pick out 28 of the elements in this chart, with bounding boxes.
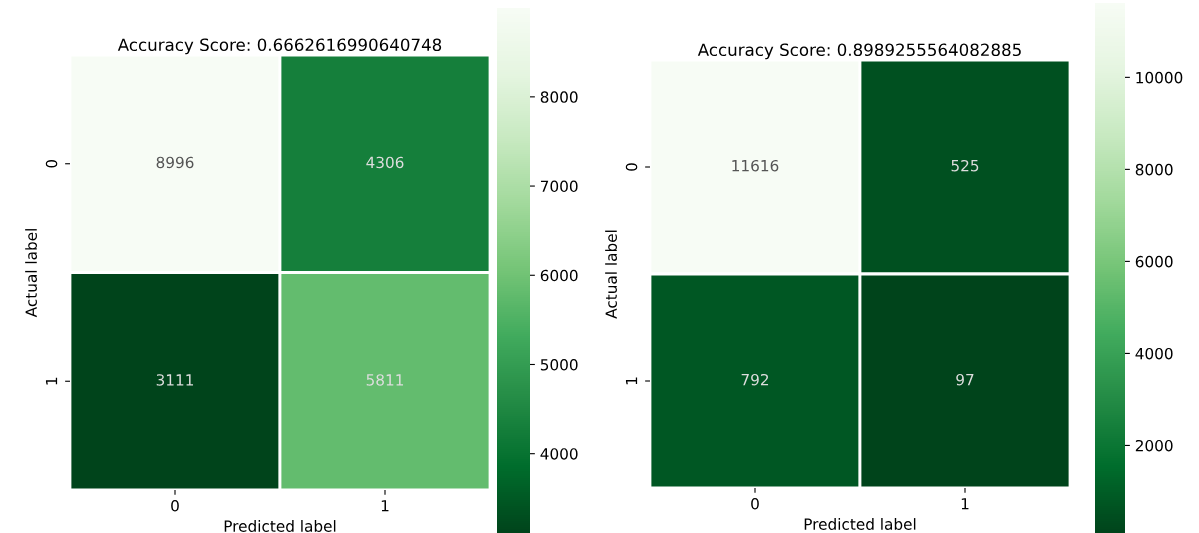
data-label: 3111 (156, 374, 194, 386)
data-label: 8996 (156, 156, 194, 169)
x-tick-label: 0 (171, 499, 179, 512)
color-bar-label: 5000 (540, 358, 578, 371)
y-axis-title: Actual label (605, 230, 617, 319)
color-bar-label: 4000 (540, 448, 578, 460)
color-bar-label: 4000 (1135, 347, 1173, 360)
color-bar-label: 6000 (1135, 255, 1173, 268)
x-axis-title: Predicted label (224, 520, 336, 532)
data-label: 4306 (366, 156, 404, 169)
data-label: 5811 (366, 374, 404, 386)
color-bar-label: 8000 (1135, 163, 1173, 176)
x-tick-label: 1 (381, 500, 389, 512)
x-axis-title: Predicted label (804, 518, 916, 530)
color-bar-label: 7000 (540, 180, 578, 193)
y-axis-title: Actual label (25, 229, 37, 318)
data-label: 97 (956, 373, 974, 386)
x-tick-label: 1 (961, 498, 969, 510)
color-bar-label: 6000 (540, 269, 578, 282)
x-tick-label: 0 (751, 497, 759, 510)
data-label: 11616 (732, 159, 779, 172)
color-bar-label: 10000 (1136, 71, 1183, 84)
data-label: 792 (741, 373, 769, 386)
chart-title: Accuracy Score: 0.8989255564082885 (697, 43, 1021, 60)
data-label: 525 (951, 159, 979, 172)
color-bar-label: 8000 (540, 91, 578, 103)
color-bar-label: 2000 (1135, 439, 1173, 452)
chart-title: Accuracy Score: 0.6662616990640748 (117, 38, 442, 55)
